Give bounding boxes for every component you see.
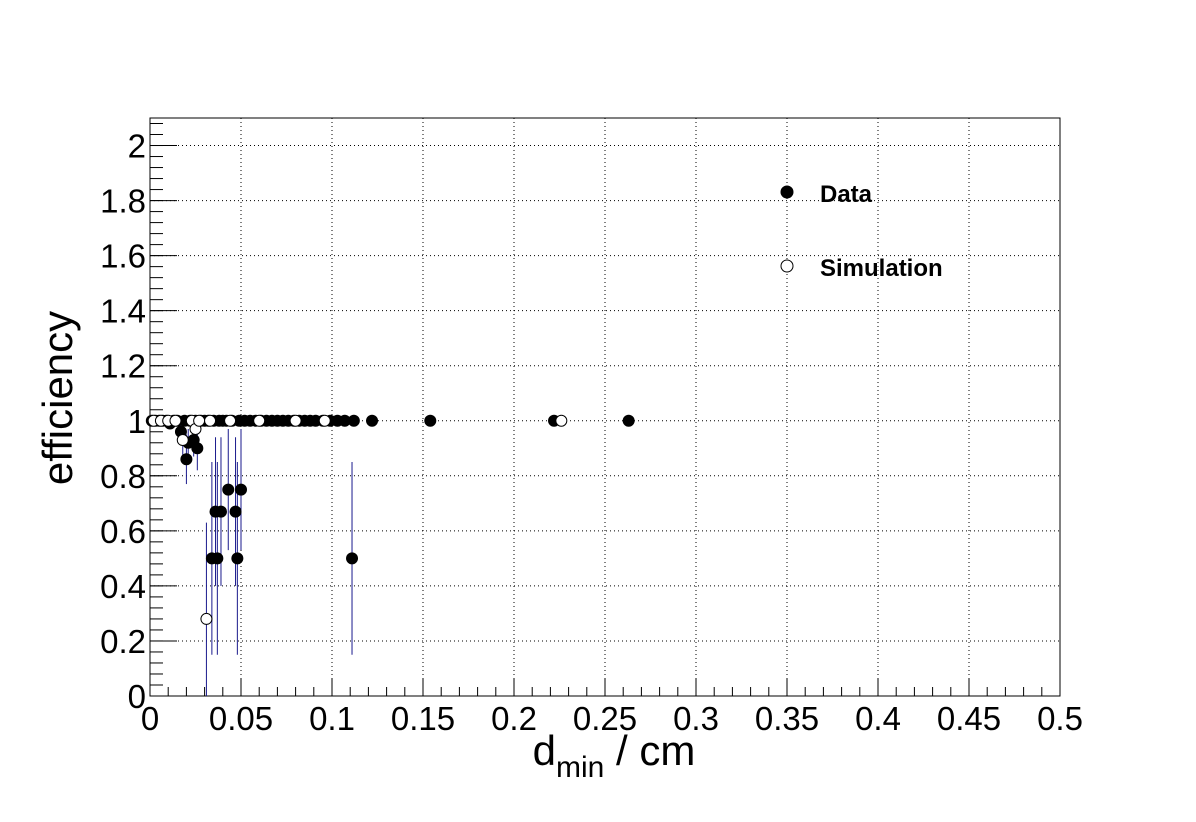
x-tick-label: 0.3	[673, 700, 719, 737]
y-tick-labels: 0 0.2 0.4 0.6 0.8 1 1.2 1.4 1.6 1.8 2	[100, 128, 146, 715]
x-axis-title-suffix: / cm	[604, 727, 695, 774]
x-tick-label: 0.25	[573, 700, 637, 737]
simulation-point	[169, 414, 182, 427]
data-point	[191, 442, 204, 455]
grid-lines	[150, 118, 1060, 696]
y-axis-title: efficiency	[34, 311, 81, 485]
simulation-point	[224, 414, 237, 427]
x-tick-label: 0.5	[1037, 700, 1083, 737]
simulation-point	[289, 414, 302, 427]
y-tick-label: 0.6	[100, 513, 146, 550]
y-tick-label: 2	[128, 128, 146, 165]
x-tick-label: 0.35	[755, 700, 819, 737]
y-tick-label: 1.2	[100, 348, 146, 385]
data-point	[229, 505, 242, 518]
data-point	[366, 414, 379, 427]
y-tick-label: 1.4	[100, 293, 146, 330]
simulation-point	[193, 414, 206, 427]
y-tick-label: 0.2	[100, 623, 146, 660]
x-tick-label: 0	[141, 700, 159, 737]
legend-label-simulation: Simulation	[820, 255, 943, 282]
data-point	[346, 552, 359, 565]
simulation-point	[253, 414, 266, 427]
y-tick-label: 0.8	[100, 458, 146, 495]
error-bars	[169, 420, 353, 696]
data-point	[214, 505, 227, 518]
simulation-point	[200, 612, 213, 625]
legend: Data Simulation	[780, 181, 943, 282]
data-point	[235, 483, 247, 496]
x-tick-labels: 0 0.05 0.1 0.15 0.2 0.25 0.3 0.35 0.4 0.45 0.5	[141, 700, 1083, 737]
data-points	[145, 414, 635, 625]
simulation-point	[318, 414, 331, 427]
y-tick-label: 0	[128, 678, 146, 715]
y-tick-label: 1.6	[100, 238, 146, 275]
x-tick-label: 0.1	[309, 700, 355, 737]
data-point	[347, 414, 360, 427]
x-axis-title: dmin / cm	[533, 727, 696, 784]
simulation-point	[176, 434, 189, 447]
x-tick-label: 0.05	[209, 700, 273, 737]
y-tick-label: 1.8	[100, 183, 146, 220]
x-tick-label: 0.4	[855, 700, 901, 737]
legend-marker-data	[780, 185, 794, 199]
y-tick-label: 0.4	[100, 568, 146, 605]
x-tick-label: 0.2	[491, 700, 537, 737]
data-point	[180, 453, 193, 466]
data-point	[424, 414, 437, 427]
x-tick-label: 0.45	[937, 700, 1001, 737]
legend-marker-simulation	[780, 259, 794, 273]
y-tick-label: 1	[128, 403, 146, 440]
simulation-point	[555, 414, 568, 427]
x-axis-title-subscript: min	[556, 751, 604, 784]
simulation-point	[204, 414, 217, 427]
data-point	[622, 414, 635, 427]
data-point	[231, 552, 244, 565]
legend-label-data: Data	[820, 181, 873, 208]
data-point	[211, 552, 224, 565]
x-tick-label: 0.15	[391, 700, 455, 737]
data-point	[222, 483, 235, 496]
